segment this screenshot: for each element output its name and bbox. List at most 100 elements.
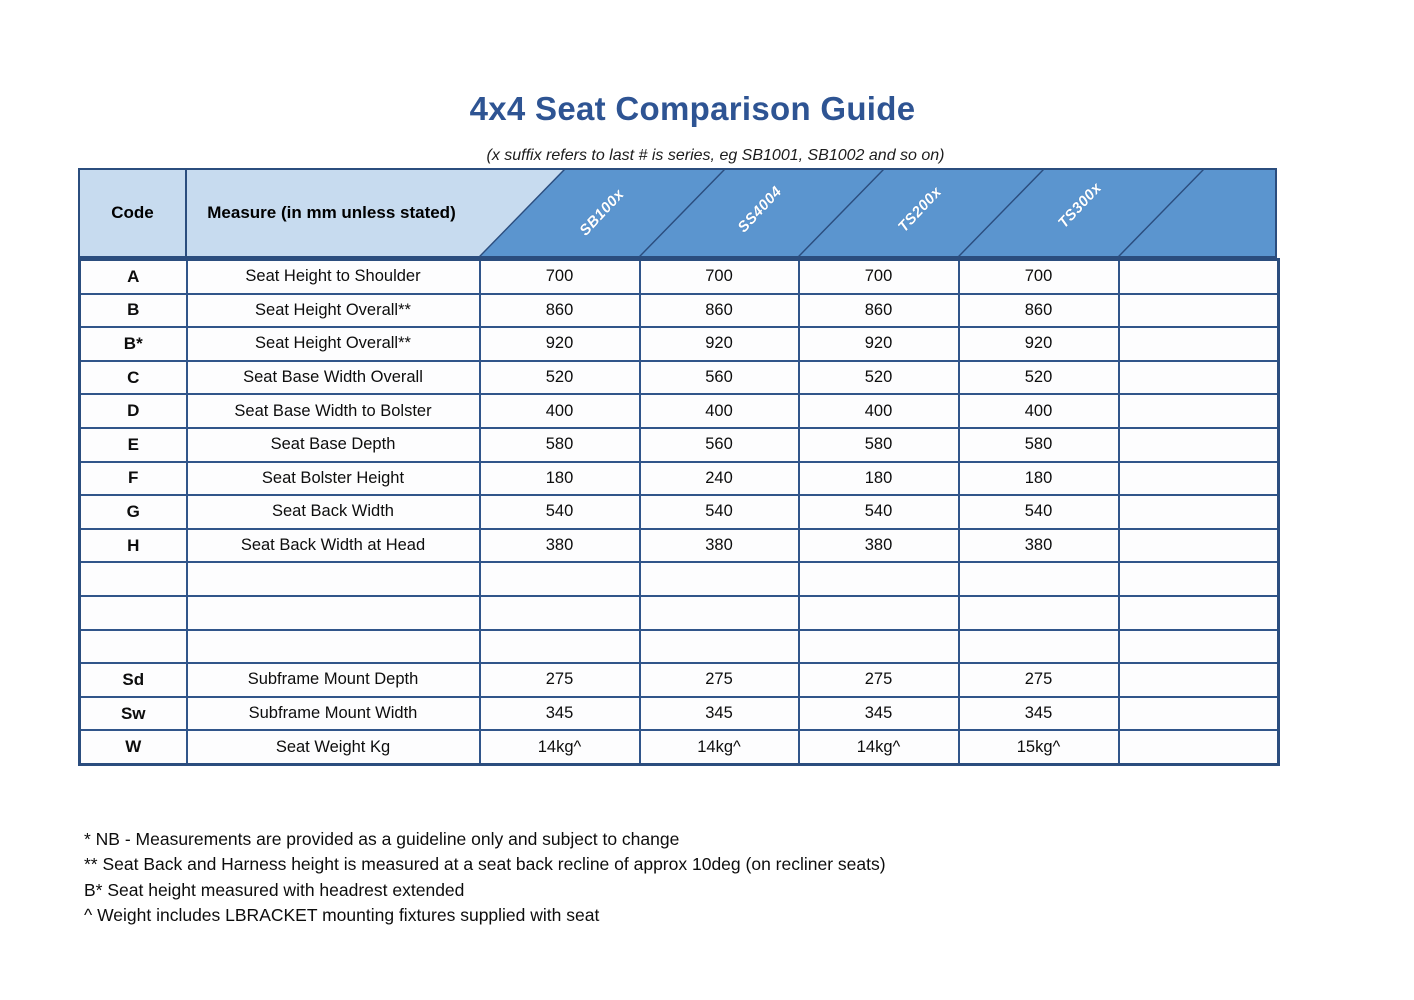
value-cell: 700 [478,258,641,295]
value-cell: 920 [957,326,1120,362]
table-row [78,561,1280,597]
table-row: C Seat Base Width Overall 520 560 520 520 [78,359,1280,396]
column-header-code: Code [111,203,154,222]
value-cell: 860 [797,292,960,329]
measure-cell: Seat Back Width at Head [185,527,481,564]
code-cell [78,594,188,631]
code-cell: F [78,460,188,497]
code-cell: E [78,426,188,463]
value-cell: 520 [957,359,1120,396]
value-cell: 14kg^ [478,729,641,766]
comparison-table-body: A Seat Height to Shoulder 700 700 700 700 B Sea… [78,258,1280,766]
value-cell: 700 [797,258,960,295]
value-cell [1117,359,1280,396]
footnote-line: ** Seat Back and Harness height is measu… [84,854,886,875]
footnote-line: ^ Weight includes LBRACKET mounting fixt… [84,905,600,926]
value-cell: 180 [797,460,960,497]
value-cell: 700 [957,258,1120,295]
value-cell: 540 [957,494,1120,530]
header-code-measure-divider [185,170,187,256]
value-cell [1117,729,1280,766]
table-row [78,594,1280,631]
value-cell [797,628,960,665]
value-cell: 15kg^ [957,729,1120,766]
value-cell [638,594,800,631]
code-cell: D [78,393,188,429]
value-cell [478,628,641,665]
value-cell: 920 [478,326,641,362]
value-cell: 580 [478,426,641,463]
value-cell [1117,426,1280,463]
value-cell: 400 [638,393,800,429]
value-cell [1117,258,1280,295]
value-cell: 920 [638,326,800,362]
measure-cell [185,594,481,631]
value-cell: 345 [478,695,641,732]
value-cell [957,594,1120,631]
code-cell: A [78,258,188,295]
measure-cell: Seat Height Overall** [185,326,481,362]
value-cell: 540 [638,494,800,530]
value-cell [1117,662,1280,698]
comparison-table: A Seat Height to Shoulder 700 700 700 700 B Sea… [78,258,1280,766]
value-cell: 275 [638,662,800,698]
measure-cell: Seat Base Width to Bolster [185,393,481,429]
value-cell: 580 [797,426,960,463]
value-cell: 560 [638,426,800,463]
value-cell: 520 [478,359,641,396]
measure-cell: Subframe Mount Width [185,695,481,732]
code-cell: B* [78,326,188,362]
value-cell: 860 [478,292,641,329]
table-row: H Seat Back Width at Head 380 380 380 380 [78,527,1280,564]
value-cell [478,594,641,631]
value-cell: 580 [957,426,1120,463]
value-cell: 275 [797,662,960,698]
code-cell [78,561,188,597]
value-cell [797,594,960,631]
value-cell [797,561,960,597]
code-cell: Sd [78,662,188,698]
value-cell [478,561,641,597]
code-cell: W [78,729,188,766]
measure-cell: Seat Bolster Height [185,460,481,497]
table-row: Sd Subframe Mount Depth 275 275 275 275 [78,662,1280,698]
measure-cell: Seat Height Overall** [185,292,481,329]
value-cell [1117,561,1280,597]
table-row: E Seat Base Depth 580 560 580 580 [78,426,1280,463]
code-cell: Sw [78,695,188,732]
value-cell: 540 [797,494,960,530]
table-header-band: Code Measure (in mm unless stated) SB100… [78,168,1277,258]
measure-cell: Seat Height to Shoulder [185,258,481,295]
measure-cell: Seat Base Width Overall [185,359,481,396]
measure-cell: Seat Back Width [185,494,481,530]
value-cell: 240 [638,460,800,497]
value-cell [1117,393,1280,429]
value-cell: 380 [478,527,641,564]
value-cell: 400 [797,393,960,429]
value-cell [1117,594,1280,631]
page-title: 4x4 Seat Comparison Guide [469,90,916,127]
value-cell [1117,494,1280,530]
value-cell [957,628,1120,665]
value-cell: 560 [638,359,800,396]
page-subtitle: (x suffix refers to last # is series, eg… [486,147,945,164]
footnote-line: B* Seat height measured with headrest ex… [84,879,465,900]
column-header-measure: Measure (in mm unless stated) [207,203,456,222]
measure-cell: Seat Weight Kg [185,729,481,766]
value-cell [638,561,800,597]
value-cell: 380 [797,527,960,564]
code-cell [78,628,188,665]
measure-cell: Subframe Mount Depth [185,662,481,698]
value-cell: 275 [957,662,1120,698]
value-cell: 180 [957,460,1120,497]
value-cell: 860 [957,292,1120,329]
value-cell: 540 [478,494,641,530]
value-cell [638,628,800,665]
header-dark-region [480,170,1275,256]
value-cell: 400 [957,393,1120,429]
value-cell [957,561,1120,597]
value-cell: 380 [957,527,1120,564]
footnotes: * NB - Measurements are provided as a gu… [84,827,886,929]
value-cell: 920 [797,326,960,362]
